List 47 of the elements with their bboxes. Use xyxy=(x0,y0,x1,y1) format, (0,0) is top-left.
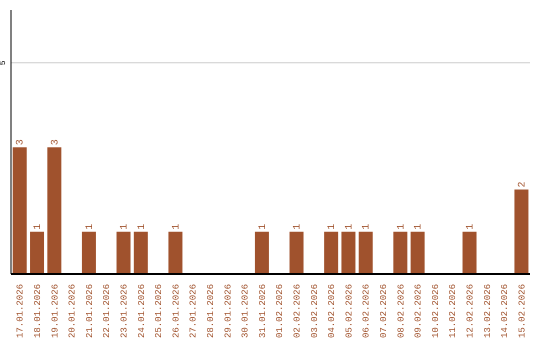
data-label: 1 xyxy=(396,224,408,230)
x-tick-label: 09.02.2026 xyxy=(414,284,424,338)
data-label: 1 xyxy=(327,224,338,230)
x-tick-label: 03.02.2026 xyxy=(310,284,320,338)
x-tick-label: 25.01.2026 xyxy=(154,284,164,338)
data-label: 1 xyxy=(258,224,269,230)
x-tick-label: 15.02.2026 xyxy=(517,284,528,338)
data-label: 1 xyxy=(171,224,182,230)
x-tick-label: 05.02.2026 xyxy=(344,284,354,338)
x-tick-label: 08.02.2026 xyxy=(396,284,406,338)
x-tick-label: 23.01.2026 xyxy=(119,284,130,338)
x-tick-label: 04.02.2026 xyxy=(327,284,338,338)
x-tick-label: 13.02.2026 xyxy=(482,284,493,338)
x-tick-label: 14.02.2026 xyxy=(500,284,510,338)
data-label: 3 xyxy=(50,139,62,146)
x-tick-label: 11.02.2026 xyxy=(448,284,458,338)
x-tick-label: 07.02.2026 xyxy=(378,284,389,338)
x-tick-label: 27.01.2026 xyxy=(188,284,199,338)
data-label: 1 xyxy=(84,224,96,230)
data-label: 1 xyxy=(466,224,477,230)
x-tick-label: 28.01.2026 xyxy=(206,284,216,338)
data-label: 1 xyxy=(362,224,373,230)
data-label: 3 xyxy=(16,139,27,146)
x-tick-label: 31.01.2026 xyxy=(258,284,268,338)
x-tick-label: 21.01.2026 xyxy=(84,284,95,338)
x-tick-label: 17.01.2026 xyxy=(16,284,26,338)
x-tick-label: 29.01.2026 xyxy=(223,284,234,338)
x-tick-label: 19.01.2026 xyxy=(50,284,60,338)
data-label: 2 xyxy=(517,182,528,188)
x-tick-label: 12.02.2026 xyxy=(465,284,476,338)
x-tick-label: 22.01.2026 xyxy=(102,284,112,338)
x-tick-label: 02.02.2026 xyxy=(292,284,302,338)
y-tick-label: 5 xyxy=(0,60,8,66)
x-tick-label: 24.01.2026 xyxy=(136,284,147,338)
data-label: 1 xyxy=(414,224,425,230)
data-label: 1 xyxy=(136,224,148,230)
data-label: 1 xyxy=(344,224,356,230)
x-tick-label: 18.01.2026 xyxy=(32,284,43,338)
x-tick-label: 20.01.2026 xyxy=(68,284,78,338)
x-tick-label: 30.01.2026 xyxy=(240,284,251,338)
x-tick-label: 01.02.2026 xyxy=(275,284,286,338)
data-label: 1 xyxy=(120,224,131,230)
x-tick-label: 10.02.2026 xyxy=(430,284,441,338)
x-tick-label: 06.02.2026 xyxy=(362,284,372,338)
data-label: 1 xyxy=(292,224,304,230)
x-tick-label: 26.01.2026 xyxy=(171,284,182,338)
data-label: 1 xyxy=(33,224,44,230)
